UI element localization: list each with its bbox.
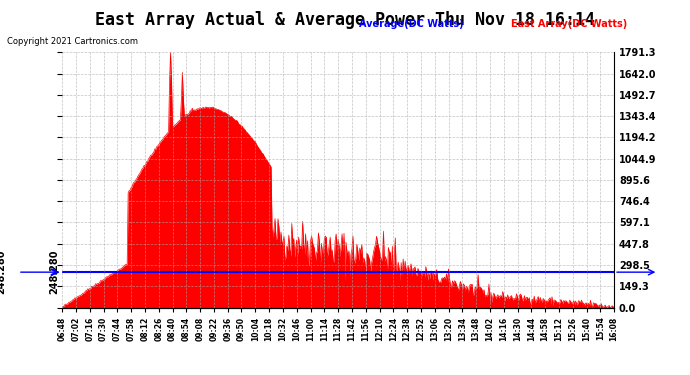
Text: East Array Actual & Average Power Thu Nov 18 16:14: East Array Actual & Average Power Thu No…: [95, 11, 595, 29]
Text: 248.280: 248.280: [0, 250, 6, 294]
Text: Average(DC Watts): Average(DC Watts): [359, 19, 464, 29]
Text: 248.280: 248.280: [50, 250, 59, 294]
Text: Copyright 2021 Cartronics.com: Copyright 2021 Cartronics.com: [7, 38, 138, 46]
Text: East Array(DC Watts): East Array(DC Watts): [511, 19, 627, 29]
